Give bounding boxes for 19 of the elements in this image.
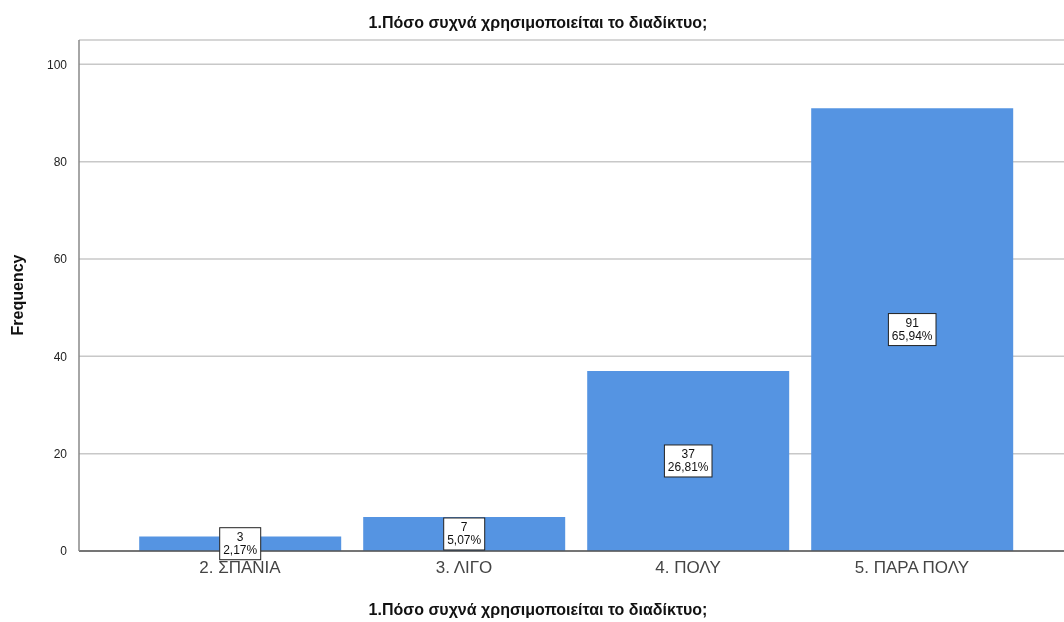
data-label: 3 2,17% — [223, 530, 258, 558]
chart-title: 1.Πόσο συχνά χρησιμοποιείται το διαδίκτυο; — [367, 14, 709, 32]
bar — [811, 108, 1014, 551]
y-tick-label: 80 — [53, 154, 68, 169]
x-tick-label: 5. ΠΑΡΑ ΠΟΛΥ — [854, 558, 970, 578]
x-tick-label: 3. ΛΙΓΟ — [435, 558, 493, 578]
data-label: 7 5,07% — [447, 520, 482, 548]
bar — [587, 370, 790, 551]
x-tick-label: 4. ΠΟΛΥ — [655, 558, 721, 578]
y-tick-label: 0 — [60, 544, 68, 559]
y-tick-label: 60 — [53, 252, 68, 267]
data-label: 91 65,94% — [891, 316, 933, 344]
y-tick-label: 100 — [46, 57, 68, 72]
y-tick-label: 20 — [53, 446, 68, 461]
y-axis-title: Frequency — [9, 254, 27, 336]
x-tick-label: 2. ΣΠΑΝΙΑ — [199, 558, 282, 578]
y-tick-label: 40 — [53, 349, 68, 364]
x-axis-title: 1.Πόσο συχνά χρησιμοποιείται το διαδίκτυο; — [367, 601, 709, 619]
data-label: 37 26,81% — [667, 447, 709, 475]
